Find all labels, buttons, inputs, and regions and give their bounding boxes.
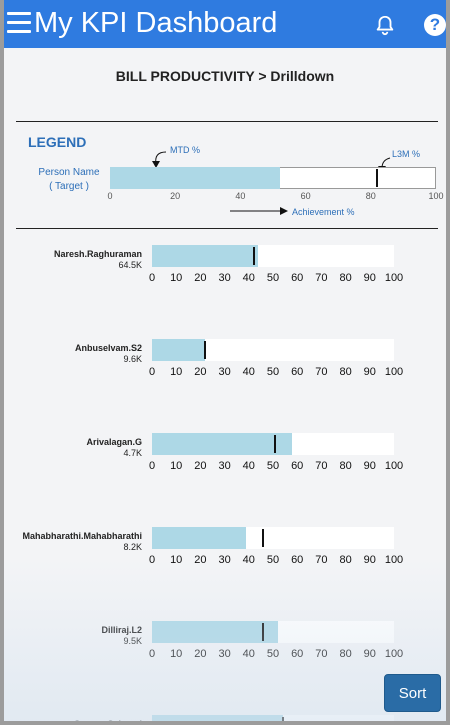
person-axis-tick: 90 [363, 272, 376, 284]
help-icon[interactable]: ? [424, 14, 446, 36]
legend-mtd-bar [110, 167, 280, 189]
person-axis-tick: 20 [194, 272, 207, 284]
person-axis-tick: 30 [218, 366, 231, 378]
person-axis-tick: 70 [315, 366, 328, 378]
person-axis-tick: 80 [339, 272, 352, 284]
person-axis-tick: 20 [194, 460, 207, 472]
person-axis-tick: 30 [218, 272, 231, 284]
person-mtd-bar [152, 245, 259, 267]
person-l3m-marker [262, 529, 265, 547]
legend-axis-tick: 40 [235, 191, 246, 201]
divider [16, 228, 438, 229]
person-axis-tick: 70 [315, 272, 328, 284]
person-axis-tick: 20 [194, 366, 207, 378]
person-axis-tick: 100 [384, 460, 404, 472]
legend-target: ( Target ) [49, 181, 89, 192]
person-target: 8.2K [123, 542, 142, 552]
background-shade [4, 560, 446, 721]
person-axis-tick: 30 [218, 460, 231, 472]
hamburger-icon[interactable] [7, 12, 31, 34]
person-axis-tick: 0 [148, 366, 156, 378]
app-header: My KPI Dashboard ? [4, 0, 446, 48]
legend-title: LEGEND [28, 134, 87, 150]
person-axis-tick: 80 [339, 366, 352, 378]
person-axis-tick: 90 [363, 366, 376, 378]
person-name: Arivalagan.G [86, 437, 142, 447]
sort-button[interactable]: Sort [384, 674, 441, 712]
person-name: Naresh.Raghuraman [53, 249, 142, 259]
legend-achievement-label: Achievement % [292, 207, 355, 217]
legend-mtd-label: MTD % [170, 145, 200, 155]
person-name: Anbuselvam.S2 [74, 343, 142, 353]
person-l3m-marker [274, 435, 277, 453]
person-mtd-bar [152, 339, 206, 361]
person-axis-tick: 80 [339, 460, 352, 472]
person-axis-tick: 60 [291, 272, 304, 284]
bell-icon[interactable] [374, 14, 396, 36]
person-l3m-marker [252, 247, 255, 265]
person-axis-tick: 50 [266, 460, 280, 472]
person-axis-tick: 0 [148, 272, 156, 284]
person-axis-tick: 40 [242, 366, 255, 378]
person-axis-tick: 40 [242, 272, 255, 284]
person-l3m-marker [204, 341, 207, 359]
person-mtd-bar [152, 433, 293, 455]
person-target: 4.7K [123, 448, 142, 458]
person-target: 9.6K [123, 354, 142, 364]
legend-person-name: Person Name [38, 167, 100, 178]
page-title: BILL PRODUCTIVITY > Drilldown [115, 68, 335, 84]
person-bar-track [152, 339, 394, 361]
person-axis-tick: 10 [170, 366, 183, 378]
person-mtd-bar [152, 527, 247, 549]
legend-l3m-label: L3M % [392, 149, 421, 159]
divider [16, 121, 438, 122]
person-axis-tick: 100 [384, 272, 404, 284]
person-axis-tick: 50 [266, 366, 280, 378]
person-axis-tick: 60 [291, 366, 304, 378]
person-axis-tick: 50 [266, 272, 280, 284]
person-axis-tick: 0 [148, 460, 156, 472]
person-axis-tick: 10 [170, 272, 183, 284]
person-axis-tick: 90 [363, 460, 376, 472]
app-title: My KPI Dashboard [34, 7, 278, 39]
legend-axis-tick: 100 [428, 191, 444, 201]
legend-axis-tick: 0 [107, 191, 113, 201]
legend-axis-tick: 80 [365, 191, 376, 201]
legend-person: Person Name ( Target ) [36, 166, 102, 194]
legend-axis-tick: 60 [300, 191, 311, 201]
person-axis-tick: 60 [291, 460, 304, 472]
legend-axis-tick: 20 [170, 191, 181, 201]
person-axis-tick: 100 [384, 366, 404, 378]
person-target: 64.5K [118, 260, 142, 270]
person-axis-tick: 10 [170, 460, 183, 472]
person-name: Mahabharathi.Mahabharathi [22, 531, 142, 541]
legend-l3m-marker [376, 169, 379, 187]
person-axis-tick: 40 [242, 460, 255, 472]
person-axis-tick: 70 [315, 460, 328, 472]
